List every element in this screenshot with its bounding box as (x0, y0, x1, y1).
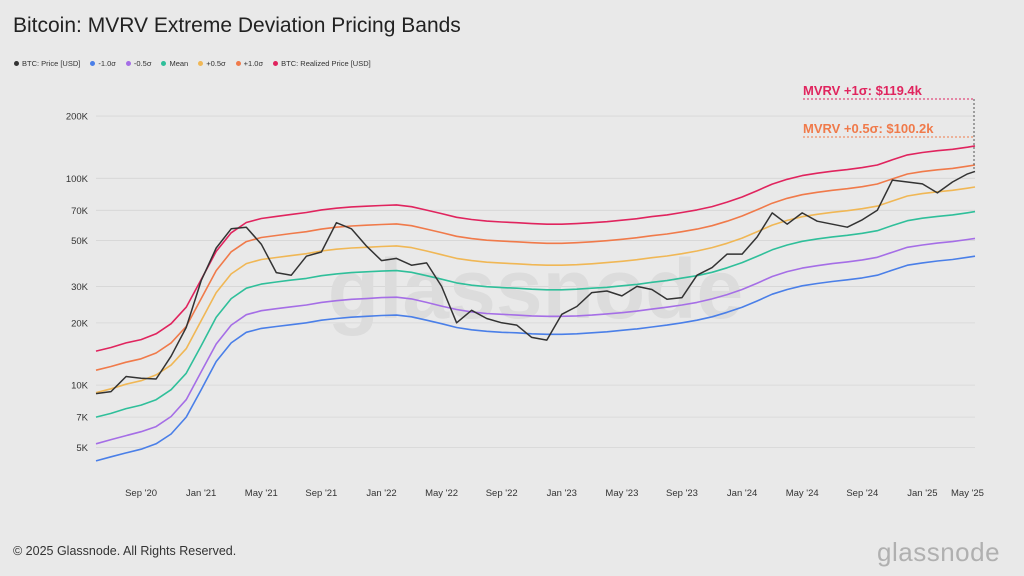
brand-logo: glassnode (877, 537, 1001, 567)
series-line-band (95, 255, 976, 462)
x-tick-label: May '23 (605, 488, 638, 499)
y-axis-ticks: 5K 7K 10K 20K 30K 50K 70K 100K 200K (66, 112, 89, 454)
y-tick-label: 200K (66, 112, 89, 123)
y-tick-label: 100K (66, 174, 89, 185)
x-tick-label: May '25 (951, 488, 984, 499)
legend-swatch (14, 61, 19, 66)
legend-label: Mean (169, 59, 189, 68)
legend-swatch (161, 61, 167, 66)
legend-item[interactable]: -1.0σ (90, 59, 116, 68)
legend-label: -0.5σ (133, 59, 152, 68)
series-line-price (95, 170, 976, 395)
y-tick-label: 7K (76, 413, 88, 424)
series-line-band (95, 237, 976, 445)
legend-item[interactable]: Mean (161, 59, 188, 68)
chart-legend: BTC: Price [USD] -1.0σ -0.5σ Mean +0.5σ +1.0σ… (14, 59, 371, 68)
y-tick-label: 20K (71, 318, 89, 329)
y-tick-label: 50K (71, 236, 89, 247)
chart-title: Bitcoin: MVRV Extreme Deviation Pricing … (13, 14, 461, 37)
annotation-label: MVRV +1σ: $119.4k (803, 83, 923, 98)
legend-label: -1.0σ (98, 59, 116, 68)
legend-item[interactable]: BTC: Realized Price [USD] (273, 59, 371, 68)
x-tick-label: Sep '21 (305, 488, 337, 499)
legend-swatch (235, 61, 241, 66)
x-tick-label: May '21 (245, 488, 278, 499)
annotation-label: MVRV +0.5σ: $100.2k (803, 121, 934, 136)
x-tick-label: Jan '22 (366, 488, 396, 499)
x-tick-label: Sep '20 (125, 488, 157, 499)
legend-swatch (273, 61, 279, 66)
x-tick-label: Sep '22 (486, 488, 518, 499)
grid-lines (96, 115, 975, 448)
legend-swatch (125, 61, 131, 66)
x-tick-label: Jan '25 (907, 488, 937, 499)
series-lines (95, 145, 976, 462)
legend-label: +1.0σ (243, 59, 264, 68)
x-tick-label: Jan '24 (727, 488, 757, 499)
legend-item[interactable]: -0.5σ (125, 59, 152, 68)
series-line-band (95, 210, 976, 418)
legend-label: BTC: Price [USD] (22, 59, 81, 68)
legend-label: BTC: Realized Price [USD] (281, 59, 371, 68)
series-line-band (95, 164, 976, 371)
legend-label: +0.5σ (206, 59, 226, 68)
x-tick-label: Jan '23 (547, 488, 577, 499)
legend-swatch (198, 61, 204, 66)
legend-item[interactable]: +0.5σ (198, 59, 226, 68)
x-tick-label: Jan '21 (186, 488, 216, 499)
series-line-band (95, 186, 976, 394)
x-axis-ticks: Sep '20 Jan '21 May '21 Sep '21 Jan '22 May '… (125, 488, 984, 499)
legend-item[interactable]: +1.0σ (235, 59, 264, 68)
x-tick-label: May '24 (786, 488, 819, 499)
y-tick-label: 70K (71, 206, 89, 217)
x-tick-label: May '22 (425, 488, 458, 499)
chart-annotations: MVRV +1σ: $119.4k MVRV +0.5σ: $100.2k (803, 83, 975, 172)
legend-item[interactable]: BTC: Price [USD] (14, 59, 80, 68)
legend-swatch (90, 61, 96, 66)
x-tick-label: Sep '24 (846, 488, 878, 499)
series-line-band (95, 145, 976, 352)
y-tick-label: 5K (76, 443, 88, 454)
y-tick-label: 30K (71, 282, 89, 293)
x-tick-label: Sep '23 (666, 488, 698, 499)
copyright-text: © 2025 Glassnode. All Rights Reserved. (13, 544, 237, 558)
y-tick-label: 10K (71, 381, 89, 392)
